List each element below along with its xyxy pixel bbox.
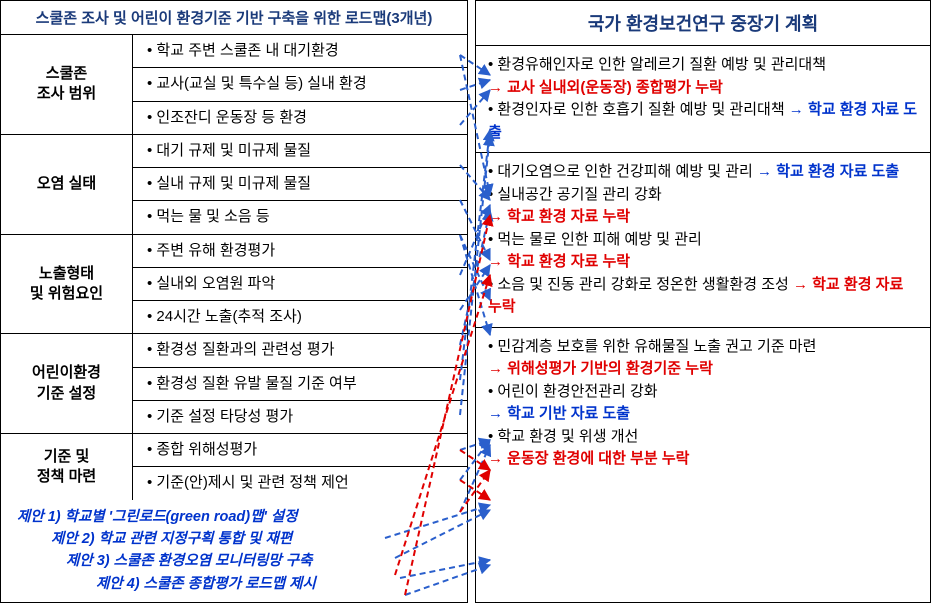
right-block: 민감계층 보호를 위한 유해물질 노출 권고 기준 마련→ 위해성평가 기반의 … [476,328,930,479]
item: 실내 규제 및 미규제 물질 [133,168,467,201]
right-item: 실내공간 공기질 관리 강화 [488,184,918,207]
left-body: 스쿨존조사 범위학교 주변 스쿨존 내 대기환경교사(교실 및 특수실 등) 실… [1,35,467,500]
item: 기준 설정 타당성 평가 [133,401,467,433]
category-row: 오염 실태대기 규제 및 미규제 물질실내 규제 및 미규제 물질먹는 물 및 … [1,135,467,235]
proposal: 제안 1) 학교별 '그린로드(green road)맵' 설정 [11,506,457,528]
item: 주변 유해 환경평가 [133,235,467,268]
item: 교사(교실 및 특수실 등) 실내 환경 [133,68,467,101]
right-item: 환경유해인자로 인한 알레르기 질환 예방 및 관리대책 [488,54,918,77]
items-cell: 종합 위해성평가기준(안)제시 및 관련 정책 제언 [133,434,467,500]
note-red: → 위해성평가 기반의 환경기준 누락 [488,358,918,381]
category-row: 기준 및정책 마련종합 위해성평가기준(안)제시 및 관련 정책 제언 [1,434,467,500]
item: 종합 위해성평가 [133,434,467,467]
note-red: → 운동장 환경에 대한 부분 누락 [488,448,918,471]
right-item: 소음 및 진동 관리 강화로 정온한 생활환경 조성 → 학교 환경 자료 누락 [488,274,918,319]
category-row: 노출형태및 위험요인주변 유해 환경평가실내외 오염원 파악24시간 노출(추적… [1,235,467,335]
items-cell: 환경성 질환과의 관련성 평가환경성 질환 유발 물질 기준 여부기준 설정 타… [133,334,467,433]
right-block: 대기오염으로 인한 건강피해 예방 및 관리 → 학교 환경 자료 도출실내공간… [476,153,930,328]
category-label: 기준 및정책 마련 [1,434,133,500]
right-block: 환경유해인자로 인한 알레르기 질환 예방 및 관리대책→ 교사 실내외(운동장… [476,46,930,153]
item: 환경성 질환 유발 물질 기준 여부 [133,368,467,401]
item: 인조잔디 운동장 등 환경 [133,102,467,134]
right-item: 먹는 물로 인한 피해 예방 및 관리 [488,229,918,252]
category-label: 노출형태및 위험요인 [1,235,133,334]
proposal: 제안 4) 스쿨존 종합평가 로드맵 제시 [11,573,457,595]
item: 대기 규제 및 미규제 물질 [133,135,467,168]
diagram-root: 스쿨존 조사 및 어린이 환경기준 기반 구축을 위한 로드맵(3개년) 스쿨존… [0,0,931,603]
category-row: 어린이환경기준 설정환경성 질환과의 관련성 평가환경성 질환 유발 물질 기준… [1,334,467,434]
right-item: 대기오염으로 인한 건강피해 예방 및 관리 → 학교 환경 자료 도출 [488,161,918,184]
right-item: 학교 환경 및 위생 개선 [488,426,918,449]
note-blue: → 학교 기반 자료 도출 [488,403,918,426]
item: 24시간 노출(추적 조사) [133,301,467,333]
proposals-block: 제안 1) 학교별 '그린로드(green road)맵' 설정제안 2) 학교… [1,500,467,602]
proposal: 제안 2) 학교 관련 지정구획 통합 및 재편 [11,528,457,550]
item: 학교 주변 스쿨존 내 대기환경 [133,35,467,68]
right-table: 국가 환경보건연구 중장기 계획 환경유해인자로 인한 알레르기 질환 예방 및… [475,0,931,603]
items-cell: 대기 규제 및 미규제 물질실내 규제 및 미규제 물질먹는 물 및 소음 등 [133,135,467,234]
note-red: → 학교 환경 자료 누락 [488,251,918,274]
note-red: → 학교 환경 자료 누락 [488,206,918,229]
left-title: 스쿨존 조사 및 어린이 환경기준 기반 구축을 위한 로드맵(3개년) [1,1,467,35]
items-cell: 주변 유해 환경평가실내외 오염원 파악24시간 노출(추적 조사) [133,235,467,334]
proposal: 제안 3) 스쿨존 환경오염 모니터링망 구축 [11,550,457,572]
note-red: → 교사 실내외(운동장) 종합평가 누락 [488,77,918,100]
category-label: 스쿨존조사 범위 [1,35,133,134]
item: 먹는 물 및 소음 등 [133,201,467,233]
right-item: 어린이 환경안전관리 강화 [488,381,918,404]
right-title: 국가 환경보건연구 중장기 계획 [476,1,930,46]
category-label: 어린이환경기준 설정 [1,334,133,433]
category-row: 스쿨존조사 범위학교 주변 스쿨존 내 대기환경교사(교실 및 특수실 등) 실… [1,35,467,135]
item: 실내외 오염원 파악 [133,268,467,301]
item: 환경성 질환과의 관련성 평가 [133,334,467,367]
right-item: 민감계층 보호를 위한 유해물질 노출 권고 기준 마련 [488,336,918,359]
category-label: 오염 실태 [1,135,133,234]
items-cell: 학교 주변 스쿨존 내 대기환경교사(교실 및 특수실 등) 실내 환경인조잔디… [133,35,467,134]
right-item: 환경인자로 인한 호흡기 질환 예방 및 관리대책 → 학교 환경 자료 도출 [488,99,918,144]
right-body: 환경유해인자로 인한 알레르기 질환 예방 및 관리대책→ 교사 실내외(운동장… [476,46,930,479]
left-table: 스쿨존 조사 및 어린이 환경기준 기반 구축을 위한 로드맵(3개년) 스쿨존… [0,0,468,603]
item: 기준(안)제시 및 관련 정책 제언 [133,467,467,499]
